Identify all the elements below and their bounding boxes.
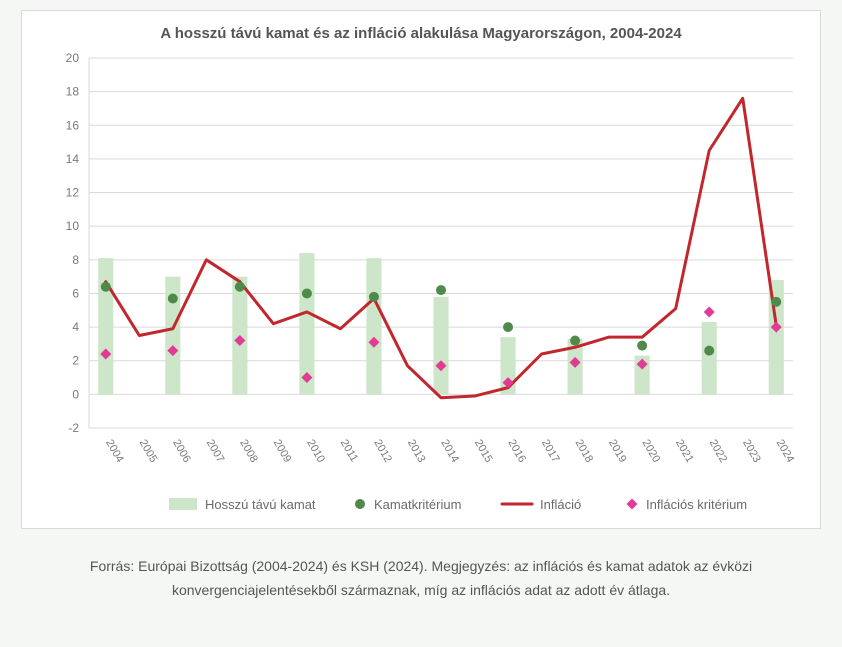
svg-text:10: 10 xyxy=(66,219,80,233)
x-axis-year: 2009 xyxy=(271,438,294,465)
diamond-inflation-criterion xyxy=(704,306,715,317)
dot-rate-criterion xyxy=(637,341,647,351)
x-axis-year: 2021 xyxy=(673,438,696,465)
svg-text:12: 12 xyxy=(66,186,80,200)
x-axis-year: 2012 xyxy=(371,438,394,465)
svg-text:16: 16 xyxy=(66,118,80,132)
dot-rate-criterion xyxy=(436,285,446,295)
svg-text:0: 0 xyxy=(72,387,79,401)
x-axis-year: 2013 xyxy=(405,438,428,465)
x-axis-year: 2023 xyxy=(740,438,763,465)
svg-text:18: 18 xyxy=(66,85,80,99)
page: A hosszú távú kamat és az infláció alaku… xyxy=(0,0,842,647)
legend-swatch-dot xyxy=(355,499,365,509)
x-axis-year: 2004 xyxy=(103,438,126,465)
dot-rate-criterion xyxy=(302,288,312,298)
svg-text:4: 4 xyxy=(72,320,79,334)
dot-rate-criterion xyxy=(771,297,781,307)
svg-text:8: 8 xyxy=(72,253,79,267)
x-axis-year: 2017 xyxy=(539,438,562,465)
bar-long-term-rate xyxy=(433,297,448,395)
legend-label: Kamatkritérium xyxy=(374,497,461,512)
x-axis-year: 2011 xyxy=(338,438,360,464)
legend-label: Hosszú távú kamat xyxy=(205,497,316,512)
x-axis-year: 2008 xyxy=(237,438,260,465)
dot-rate-criterion xyxy=(503,322,513,332)
x-axis-year: 2014 xyxy=(438,438,461,465)
chart-card: A hosszú távú kamat és az infláció alaku… xyxy=(21,10,821,529)
x-axis-year: 2019 xyxy=(606,438,629,465)
x-axis-year: 2024 xyxy=(774,438,797,465)
svg-text:14: 14 xyxy=(66,152,80,166)
dot-rate-criterion xyxy=(570,336,580,346)
legend-label: Inflációs kritérium xyxy=(646,497,747,512)
x-axis-year: 2007 xyxy=(204,438,227,465)
x-axis-year: 2020 xyxy=(640,438,663,465)
x-axis-year: 2018 xyxy=(572,438,595,465)
legend-swatch-bar xyxy=(169,498,197,510)
x-axis-year: 2022 xyxy=(707,438,730,465)
x-axis-year: 2006 xyxy=(170,438,193,465)
x-axis-year: 2016 xyxy=(505,438,528,465)
svg-text:-2: -2 xyxy=(68,421,79,435)
x-axis-year: 2010 xyxy=(304,438,327,465)
legend-swatch-diamond xyxy=(627,499,638,510)
dot-rate-criterion xyxy=(168,294,178,304)
combo-chart: -2 0 2 4 6 8 10 12 14 16 18 20 2004 2005 2006 2007 2008 2… xyxy=(31,48,811,528)
bar-long-term-rate xyxy=(366,258,381,394)
legend-label: Infláció xyxy=(540,497,581,512)
bar-long-term-rate xyxy=(98,258,113,394)
svg-text:2: 2 xyxy=(72,354,79,368)
dot-rate-criterion xyxy=(101,282,111,292)
dot-rate-criterion xyxy=(369,292,379,302)
x-axis-year: 2005 xyxy=(137,438,160,465)
x-axis-year: 2015 xyxy=(472,438,495,465)
svg-text:20: 20 xyxy=(66,51,80,65)
chart-title: A hosszú távú kamat és az infláció alaku… xyxy=(22,11,820,48)
svg-text:6: 6 xyxy=(72,286,79,300)
dot-rate-criterion xyxy=(704,346,714,356)
chart-footnote: Forrás: Európai Bizottság (2004-2024) és… xyxy=(20,529,822,603)
dot-rate-criterion xyxy=(235,282,245,292)
bar-long-term-rate xyxy=(702,322,717,394)
